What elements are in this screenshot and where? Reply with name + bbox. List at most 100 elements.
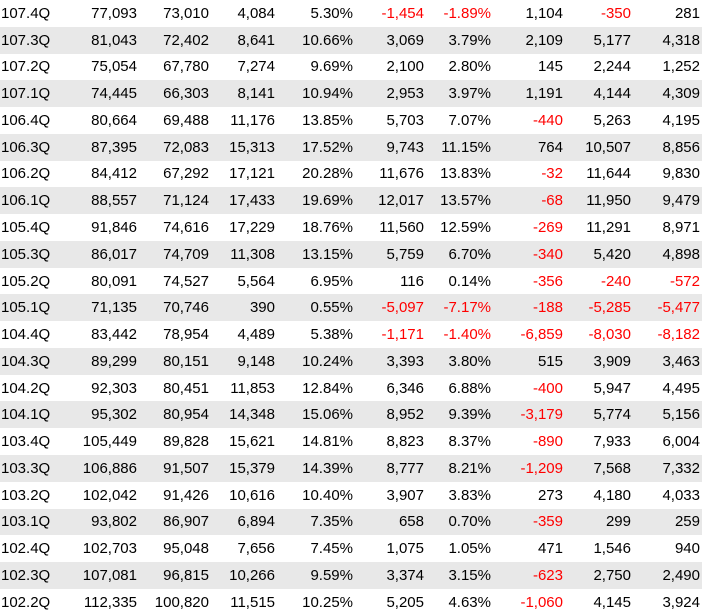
- table-cell-col-7: 764: [493, 133, 565, 161]
- table-cell-col-8: 2,750: [565, 562, 633, 589]
- table-cell-col-6: 3.79%: [426, 26, 493, 54]
- table-cell-period: 104.4Q: [1, 326, 51, 344]
- table-row: 104.4Q 83,442 78,954 4,489 5.38% -1,171 -1.40%…: [0, 321, 702, 348]
- table-cell-col-2: 74,616: [163, 219, 209, 236]
- table-cell-col-9: 2,490: [633, 562, 702, 589]
- table-cell-col-9: 4,495: [662, 379, 700, 397]
- table-cell-col-6: 6.88%: [448, 379, 491, 397]
- table-cell-col-2: 89,828: [163, 433, 209, 451]
- table-cell-period: 105.3Q: [0, 240, 65, 268]
- table-cell-col-8: 4,180: [593, 486, 631, 504]
- table-cell-period: 102.2Q: [1, 593, 51, 611]
- table-cell-col-5: 2,100: [386, 58, 424, 76]
- table-cell-col-2: 66,303: [139, 80, 211, 108]
- table-cell-col-7: -68: [493, 187, 565, 215]
- table-cell-col-8: -8,030: [588, 326, 631, 344]
- table-cell-col-8: 5,177: [565, 26, 633, 54]
- table-cell-col-8: 5,774: [565, 401, 633, 429]
- table-cell-col-3: 5,564: [237, 272, 275, 290]
- table-cell-col-5: -1,454: [381, 4, 424, 22]
- table-row: 106.4Q 80,664 69,488 11,176 13.85% 5,703 7.07%…: [0, 107, 702, 134]
- table-cell-col-4: 10.24%: [277, 347, 355, 375]
- table-cell-period: 107.3Q: [0, 26, 65, 54]
- table-cell-col-1: 88,557: [65, 187, 139, 215]
- table-cell-col-3: 390: [211, 294, 277, 322]
- table-cell-col-4: 10.25%: [302, 593, 353, 611]
- table-cell-col-7: -440: [532, 111, 563, 129]
- table-cell-col-2: 86,907: [139, 508, 211, 536]
- table-row: 105.1Q 71,135 70,746 390 0.55% -5,097 -7.17% -1…: [0, 294, 702, 322]
- table-cell-col-1: 80,091: [91, 272, 137, 290]
- table-cell-period: 106.3Q: [0, 133, 65, 161]
- table-cell-col-6: 3.15%: [426, 562, 493, 589]
- table-cell-period: 105.1Q: [0, 294, 65, 322]
- table-cell-col-2: 67,292: [163, 165, 209, 183]
- table-cell-col-9: 8,856: [633, 133, 702, 161]
- table-cell-col-6: -1.40%: [443, 326, 491, 344]
- table-cell-col-5: 11,676: [379, 165, 424, 183]
- table-cell-col-1: 83,442: [91, 326, 137, 344]
- table-cell-col-3: 7,274: [237, 58, 275, 76]
- table-cell-col-1: 86,017: [65, 240, 139, 268]
- table-cell-col-4: 6.95%: [310, 272, 353, 290]
- table-cell-col-7: -359: [493, 508, 565, 536]
- table-cell-col-3: 15,621: [229, 433, 275, 451]
- table-cell-col-3: 8,641: [211, 26, 277, 54]
- table-cell-period: 104.3Q: [0, 347, 65, 375]
- table-row: 104.1Q 95,302 80,954 14,348 15.06% 8,952 9.39%…: [0, 401, 702, 429]
- table-cell-col-1: 102,703: [82, 540, 137, 558]
- table-cell-period: 104.2Q: [1, 379, 51, 397]
- table-cell-col-8: 3,909: [565, 347, 633, 375]
- table-cell-col-6: -7.17%: [426, 294, 493, 322]
- table-row: 103.2Q 102,042 91,426 10,616 10.40% 3,907 3.83…: [0, 482, 702, 509]
- table-row: 106.3Q 87,395 72,083 15,313 17.52% 9,743 11.15…: [0, 133, 702, 161]
- table-cell-col-2: 71,124: [139, 187, 211, 215]
- table-cell-col-5: 12,017: [355, 187, 426, 215]
- table-cell-period: 103.4Q: [1, 433, 51, 451]
- table-cell-period: 106.2Q: [1, 165, 51, 183]
- table-cell-col-2: 91,426: [163, 486, 209, 504]
- table-cell-col-4: 17.52%: [277, 133, 355, 161]
- table-cell-col-6: 0.14%: [448, 272, 491, 290]
- table-cell-col-2: 95,048: [163, 540, 209, 558]
- table-row: 106.1Q 88,557 71,124 17,433 19.69% 12,017 13.5…: [0, 187, 702, 215]
- table-cell-col-3: 9,148: [211, 347, 277, 375]
- table-cell-col-2: 74,527: [163, 272, 209, 290]
- table-cell-col-7: -188: [493, 294, 565, 322]
- table-cell-col-9: -572: [669, 272, 700, 290]
- table-cell-col-3: 17,229: [229, 219, 275, 236]
- table-cell-col-3: 10,266: [211, 562, 277, 589]
- table-cell-col-9: 6,004: [662, 433, 700, 451]
- table-cell-col-7: -356: [532, 272, 563, 290]
- table-cell-col-9: 4,898: [633, 240, 702, 268]
- table-cell-col-6: 1.05%: [448, 540, 491, 558]
- table-cell-col-8: 5,947: [593, 379, 631, 397]
- table-row: 103.3Q 106,886 91,507 15,379 14.39% 8,777 8.21…: [0, 455, 702, 482]
- table-cell-col-8: 2,244: [593, 58, 631, 76]
- table-cell-col-1: 84,412: [91, 165, 137, 183]
- table-cell-period: 106.1Q: [0, 187, 65, 215]
- table-cell-col-5: 8,952: [355, 401, 426, 429]
- table-cell-col-6: 2.80%: [448, 58, 491, 76]
- table-cell-col-6: 7.07%: [448, 111, 491, 129]
- table-cell-col-6: 3.97%: [426, 80, 493, 108]
- table-cell-col-2: 74,709: [139, 240, 211, 268]
- table-cell-col-1: 102,042: [82, 486, 137, 504]
- table-cell-period: 106.4Q: [1, 111, 51, 129]
- table-cell-col-9: 8,971: [662, 219, 700, 236]
- table-cell-col-9: 5,156: [633, 401, 702, 429]
- table-row: 102.4Q 102,703 95,048 7,656 7.45% 1,075 1.05% 4…: [0, 535, 702, 562]
- table-cell-col-8: 299: [565, 508, 633, 536]
- table-cell-col-3: 6,894: [211, 508, 277, 536]
- table-row: 103.4Q 105,449 89,828 15,621 14.81% 8,823 8.37…: [0, 428, 702, 455]
- table-row: 105.4Q 91,846 74,616 17,229 18.76% 11,560 12.5…: [0, 214, 702, 241]
- table-cell-period: 104.1Q: [0, 401, 65, 429]
- table-cell-col-1: 106,886: [65, 455, 139, 482]
- table-cell-col-5: 1,075: [386, 540, 424, 558]
- table-cell-col-5: 5,205: [386, 593, 424, 611]
- table-cell-col-7: 273: [537, 486, 563, 504]
- table-cell-period: 107.4Q: [1, 4, 51, 22]
- table-cell-col-6: 8.37%: [448, 433, 491, 451]
- table-cell-col-7: 1,191: [493, 80, 565, 108]
